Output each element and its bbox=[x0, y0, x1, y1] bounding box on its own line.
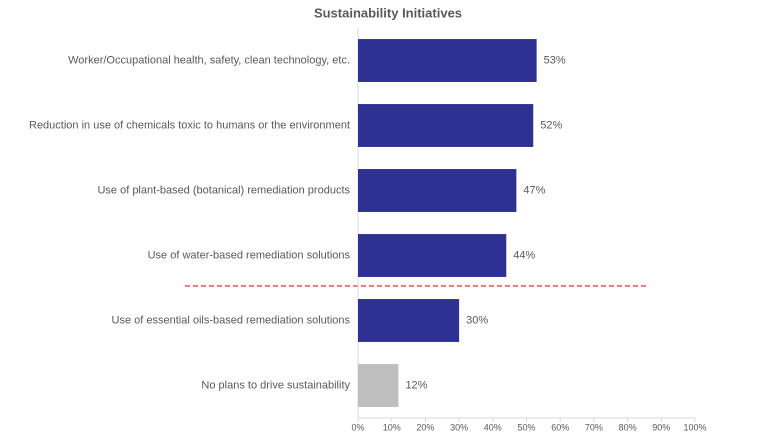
x-tick-label: 20% bbox=[416, 422, 434, 432]
y-tick-label: Use of plant-based (botanical) remediati… bbox=[97, 184, 350, 196]
x-tick-label: 10% bbox=[383, 422, 401, 432]
y-tick-label: Use of essential oils-based remediation … bbox=[112, 314, 351, 326]
x-tick-label: 60% bbox=[551, 422, 569, 432]
bar bbox=[358, 39, 537, 82]
y-tick-label: Worker/Occupational health, safety, clea… bbox=[68, 54, 350, 66]
chart-title: Sustainability Initiatives bbox=[314, 5, 462, 20]
y-tick-label: Use of water-based remediation solutions bbox=[148, 249, 351, 261]
x-tick-label: 70% bbox=[585, 422, 603, 432]
bar bbox=[358, 364, 399, 407]
value-label: 53% bbox=[544, 54, 566, 66]
value-label: 52% bbox=[540, 119, 562, 131]
value-label: 47% bbox=[523, 184, 545, 196]
x-tick-label: 90% bbox=[652, 422, 670, 432]
value-label: 44% bbox=[513, 249, 535, 261]
x-tick-label: 40% bbox=[484, 422, 502, 432]
y-tick-label: No plans to drive sustainability bbox=[201, 379, 350, 391]
x-tick-label: 30% bbox=[450, 422, 468, 432]
x-tick-label: 0% bbox=[351, 422, 364, 432]
x-tick-label: 50% bbox=[517, 422, 535, 432]
bar bbox=[358, 169, 517, 212]
bar bbox=[358, 234, 507, 277]
x-tick-label: 100% bbox=[683, 422, 706, 432]
y-tick-label: Reduction in use of chemicals toxic to h… bbox=[29, 119, 350, 131]
x-tick-label: 80% bbox=[619, 422, 637, 432]
bar bbox=[358, 299, 460, 342]
value-label: 30% bbox=[466, 314, 488, 326]
value-label: 12% bbox=[405, 379, 427, 391]
bar bbox=[358, 104, 534, 147]
